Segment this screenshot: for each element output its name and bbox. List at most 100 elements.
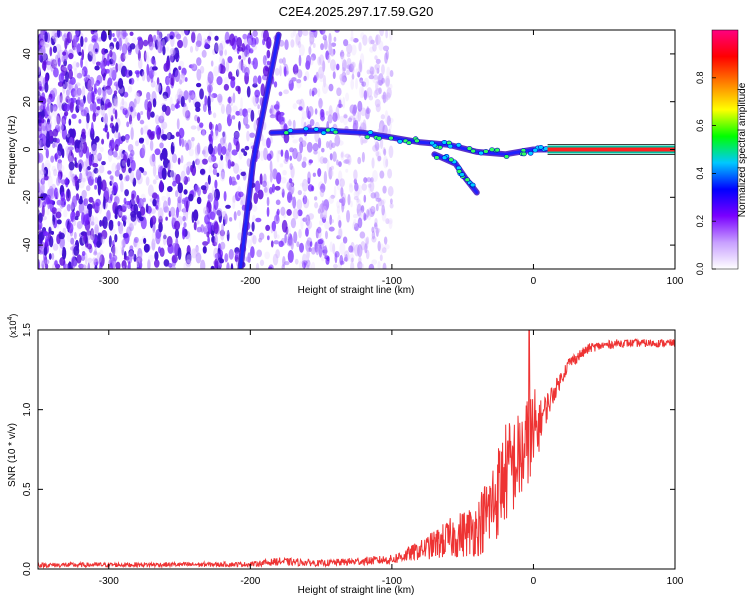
spectrogram-noise-blob bbox=[303, 75, 307, 82]
spectrogram-noise-blob bbox=[139, 69, 145, 77]
spectrogram-noise-blob bbox=[370, 192, 377, 199]
spectrogram-noise-blob bbox=[294, 63, 298, 72]
spectrogram-noise-blob bbox=[137, 198, 144, 209]
spectrogram-noise-blob bbox=[325, 110, 329, 116]
spectrogram-feature-blob bbox=[494, 147, 501, 153]
spectrogram-noise-blob bbox=[347, 154, 352, 166]
spectrogram-noise-blob bbox=[64, 263, 69, 269]
spectrogram-noise-blob bbox=[67, 222, 74, 234]
spectrogram-noise-blob bbox=[230, 78, 236, 89]
spectrogram-noise-blob bbox=[158, 115, 165, 124]
spectrogram-noise-blob bbox=[56, 199, 62, 206]
spectrogram-noise-blob bbox=[329, 241, 333, 253]
spectrogram-noise-blob bbox=[102, 216, 108, 229]
spectrogram-noise-blob bbox=[208, 121, 213, 131]
spectrogram-noise-blob bbox=[294, 72, 299, 77]
spectrogram-feature-blob bbox=[388, 135, 394, 141]
spectrogram-noise-blob bbox=[181, 138, 185, 148]
spectrogram-noise-blob bbox=[283, 66, 287, 77]
spectrogram-noise-blob bbox=[293, 30, 297, 37]
snr-x-axis-label: Height of straight line (km) bbox=[298, 585, 415, 596]
spectrogram-noise-blob bbox=[207, 71, 214, 85]
spectrogram-noise-blob bbox=[87, 51, 94, 62]
spectrogram-noise-blob bbox=[171, 242, 178, 254]
spectrogram-noise-blob bbox=[79, 141, 84, 151]
spectrogram-noise-blob bbox=[114, 196, 120, 205]
spectrogram-noise-blob bbox=[214, 252, 221, 259]
spectrogram-noise-blob bbox=[293, 231, 298, 244]
spectrogram-noise-blob bbox=[38, 138, 42, 150]
spectrogram-noise-blob bbox=[52, 103, 58, 112]
spectrogram-noise-blob bbox=[317, 88, 321, 98]
spectrogram-noise-blob bbox=[186, 166, 191, 176]
spectrogram-noise-blob bbox=[389, 83, 393, 90]
spectrogram-noise-blob bbox=[311, 87, 318, 95]
spectrogram-noise-blob bbox=[278, 240, 284, 248]
spectrogram-noise-blob bbox=[56, 150, 61, 159]
spectrogram-noise-blob bbox=[214, 179, 218, 190]
spectrogram-noise-blob bbox=[54, 115, 61, 128]
spectrogram-noise-blob bbox=[296, 241, 300, 248]
spectrogram-noise-blob bbox=[106, 87, 113, 96]
spectrogram-noise-blob bbox=[373, 90, 379, 99]
spectrogram-noise-blob bbox=[270, 240, 274, 248]
spectrogram-noise bbox=[38, 30, 394, 269]
spectrogram-noise-blob bbox=[340, 150, 345, 161]
spectrogram-noise-blob bbox=[224, 49, 228, 56]
spectrogram-noise-blob bbox=[279, 65, 282, 77]
spectrogram-noise-blob bbox=[85, 157, 89, 168]
spectrogram-noise-blob bbox=[73, 245, 80, 256]
spectrogram-noise-blob bbox=[45, 263, 49, 269]
spectrogram-noise-blob bbox=[116, 155, 120, 160]
spectrogram-noise-blob bbox=[83, 233, 86, 242]
spectrogram-noise-blob bbox=[194, 184, 200, 193]
spectrogram-noise-blob bbox=[193, 221, 197, 231]
spectrogram-noise-blob bbox=[51, 59, 57, 70]
spectrogram-noise-blob bbox=[67, 146, 74, 151]
spectrogram-noise-blob bbox=[385, 92, 391, 100]
spectrogram-feature-blob bbox=[459, 172, 465, 177]
spectrogram-noise-blob bbox=[353, 38, 359, 43]
spectrogram-feature-blob bbox=[397, 139, 403, 144]
spectrogram-noise-blob bbox=[292, 196, 297, 209]
spectrogram-noise-blob bbox=[120, 52, 126, 63]
spectrogram-noise-blob bbox=[210, 94, 214, 103]
spectrogram-noise-blob bbox=[133, 203, 139, 216]
spectrogram-y-tick-label: 40 bbox=[22, 48, 33, 60]
spectrogram-noise-blob bbox=[338, 228, 343, 239]
spectrogram-noise-blob bbox=[344, 153, 351, 159]
spectrogram-noise-blob bbox=[226, 113, 232, 127]
spectrogram-noise-blob bbox=[225, 103, 232, 116]
spectrogram-feature-blob bbox=[376, 136, 382, 141]
spectrogram-noise-blob bbox=[206, 201, 212, 214]
spectrogram-noise-blob bbox=[290, 217, 297, 229]
spectrogram-noise-blob bbox=[292, 103, 297, 110]
spectrogram-noise-blob bbox=[118, 173, 123, 181]
spectrogram-noise-blob bbox=[101, 236, 105, 244]
spectrogram-noise-blob bbox=[342, 236, 348, 244]
spectrogram-noise-blob bbox=[377, 155, 382, 162]
spectrogram-noise-blob bbox=[99, 219, 103, 227]
spectrogram-noise-blob bbox=[375, 34, 381, 45]
spectrogram-noise-blob bbox=[121, 32, 128, 37]
spectrogram-noise-blob bbox=[362, 119, 367, 132]
spectrogram-noise-blob bbox=[120, 230, 124, 239]
spectrogram-noise-blob bbox=[384, 243, 390, 250]
spectrogram-noise-blob bbox=[322, 216, 327, 223]
spectrogram-noise-blob bbox=[298, 260, 305, 269]
spectrogram-noise-blob bbox=[112, 244, 116, 257]
spectrogram-noise-blob bbox=[177, 157, 181, 165]
spectrogram-noise-blob bbox=[346, 52, 351, 58]
spectrogram-noise-blob bbox=[380, 114, 386, 120]
spectrogram-noise-blob bbox=[329, 59, 337, 72]
spectrogram-noise-blob bbox=[343, 39, 349, 47]
spectrogram-noise-blob bbox=[156, 35, 162, 48]
spectrogram-noise-blob bbox=[189, 46, 194, 53]
spectrogram-noise-blob bbox=[120, 239, 126, 247]
spectrogram-noise-blob bbox=[140, 193, 147, 206]
spectrogram-noise-blob bbox=[297, 41, 302, 49]
spectrogram-noise-blob bbox=[252, 75, 258, 85]
spectrogram-noise-blob bbox=[263, 186, 268, 193]
spectrogram-noise-blob bbox=[317, 56, 322, 66]
spectrogram-noise-blob bbox=[322, 214, 328, 220]
